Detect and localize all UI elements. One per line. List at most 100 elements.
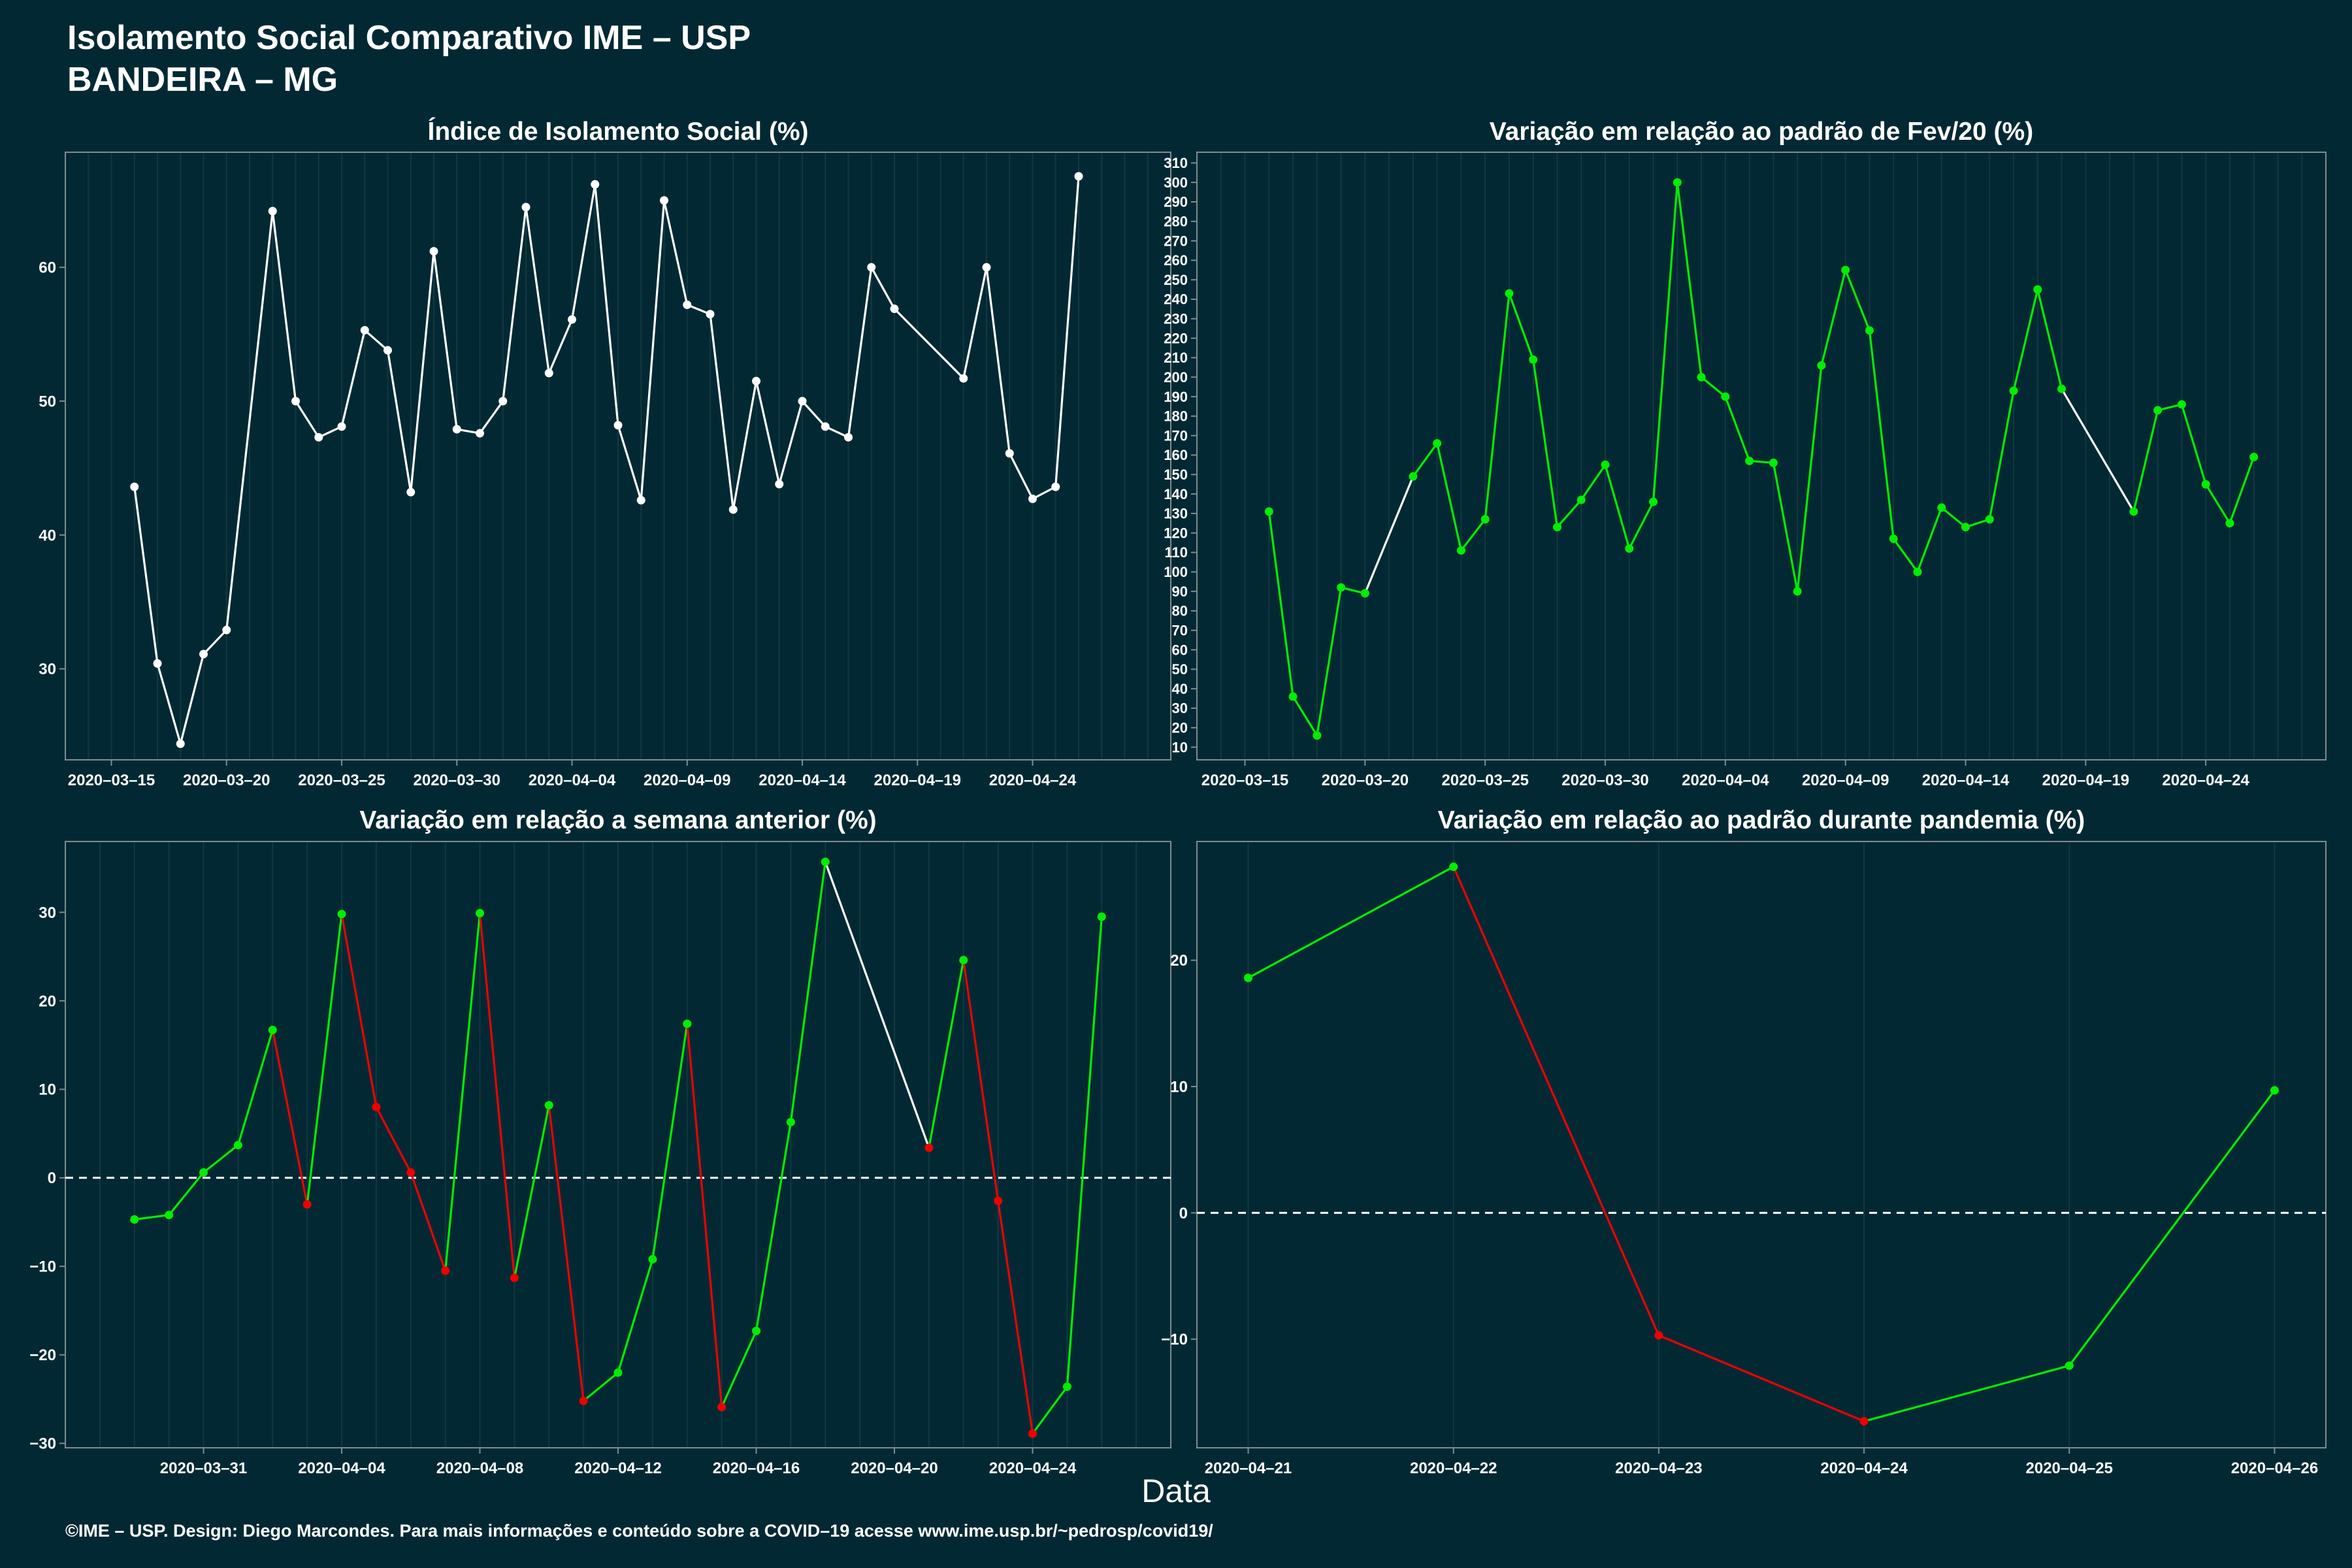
series-segment — [2180, 403, 2207, 485]
data-point — [2201, 480, 2210, 489]
x-tick-label: 2020–04–04 — [1682, 772, 1769, 789]
series-segment — [525, 206, 550, 374]
panel-p1: 30 40 50 60 2020–03–15 2020–03–20 2020–03–25 20… — [39, 152, 1171, 789]
x-tick-label: 2020–04–19 — [2042, 772, 2129, 789]
data-point — [752, 1326, 760, 1335]
data-point — [406, 487, 416, 497]
x-tick-label: 2020–04–24 — [2162, 772, 2249, 789]
series-segment — [1604, 463, 1631, 550]
data-point — [1062, 1382, 1071, 1392]
data-point — [1360, 589, 1369, 598]
data-point — [1769, 458, 1778, 467]
data-point — [613, 1368, 623, 1377]
y-tick-label: 190 — [1164, 389, 1188, 405]
series-segment — [2036, 288, 2063, 390]
series-segment — [1460, 518, 1486, 552]
data-point — [1625, 544, 1634, 553]
data-point — [384, 346, 392, 355]
series-segment — [1267, 510, 1294, 698]
y-tick-label: 130 — [1164, 506, 1188, 522]
y-tick-label: 180 — [1164, 408, 1188, 425]
series-segment — [2068, 1089, 2276, 1367]
data-point — [924, 1143, 934, 1152]
series-segment — [570, 183, 596, 321]
y-tick-label: 110 — [1165, 544, 1188, 561]
data-point — [268, 206, 277, 216]
y-tick-label: 220 — [1164, 330, 1188, 346]
data-point — [1552, 523, 1561, 532]
y-tick-label: 240 — [1164, 291, 1188, 308]
series-segment — [1658, 1334, 1865, 1422]
series-segment — [271, 210, 297, 402]
data-point — [1889, 534, 1898, 544]
x-tick-label: 2020–04–24 — [989, 772, 1077, 789]
x-tick-label: 2020–04–25 — [2026, 1460, 2113, 1477]
series-segment — [294, 400, 320, 438]
data-point — [1313, 731, 1322, 740]
y-tick-label: 30 — [39, 661, 56, 678]
series-segment — [1863, 1364, 2070, 1422]
series-segment — [1508, 292, 1535, 361]
y-tick-label: 20 — [39, 992, 56, 1010]
data-point — [233, 1141, 242, 1150]
series-segment — [594, 183, 619, 427]
y-tick-label: 120 — [1164, 525, 1188, 541]
panel-title-variacao-pandemia: Variação em relação ao padrão durante pa… — [1437, 806, 2085, 834]
panel-border — [1196, 841, 2327, 1448]
series-segment — [1580, 463, 1607, 501]
x-tick-label: 2020–04–19 — [874, 772, 961, 789]
y-tick-label: 250 — [1164, 272, 1188, 288]
data-point — [890, 304, 899, 314]
x-tick-label: 2020–04–12 — [574, 1460, 661, 1477]
series-segment — [1676, 181, 1703, 378]
data-point — [521, 203, 531, 212]
data-point — [786, 1117, 795, 1126]
data-point — [1793, 587, 1802, 596]
x-tick-label: 2020–04–16 — [713, 1460, 800, 1477]
data-point — [1028, 1429, 1037, 1438]
data-point — [476, 429, 484, 438]
data-point — [2057, 384, 2066, 393]
y-tick-label: 20 — [1170, 952, 1188, 970]
series-segment — [179, 653, 205, 745]
series-segment — [202, 629, 228, 655]
series-segment — [662, 199, 689, 306]
data-point — [429, 247, 438, 256]
series-segment — [721, 1330, 758, 1409]
data-point — [372, 1102, 381, 1111]
y-tick-label: 100 — [1164, 564, 1188, 580]
data-point — [775, 480, 784, 489]
series-segment — [444, 912, 482, 1272]
data-point — [176, 739, 185, 748]
data-point — [1841, 265, 1850, 274]
x-tick-label: 2020–04–26 — [2231, 1460, 2318, 1477]
y-tick-label: 210 — [1164, 350, 1188, 366]
x-tick-label: 2020–03–20 — [183, 772, 270, 789]
series-segment — [156, 662, 182, 745]
data-point — [2009, 386, 2018, 395]
data-point — [337, 422, 346, 431]
data-point — [717, 1403, 727, 1412]
data-point — [959, 374, 968, 383]
series-segment — [340, 913, 378, 1109]
data-point — [1456, 546, 1465, 555]
y-tick-label: −10 — [1161, 1331, 1188, 1348]
series-segment — [709, 313, 734, 511]
series-segment — [651, 1022, 689, 1261]
series-segment — [997, 1200, 1034, 1435]
series-segment — [824, 860, 930, 1149]
series-segment — [2060, 387, 2135, 513]
data-point — [1264, 507, 1273, 516]
x-tick-label: 2020–04–23 — [1615, 1460, 1702, 1477]
data-point — [579, 1396, 588, 1405]
x-tick-label: 2020–04–22 — [1410, 1460, 1497, 1477]
data-point — [994, 1196, 1003, 1205]
y-tick-label: 90 — [1172, 583, 1188, 600]
y-tick-label: 150 — [1164, 466, 1188, 483]
series-segment — [617, 1258, 654, 1374]
data-point — [2065, 1361, 2074, 1370]
series-segment — [133, 485, 159, 665]
data-point — [1449, 862, 1458, 872]
data-point — [821, 857, 830, 866]
series-segment — [271, 1028, 308, 1206]
